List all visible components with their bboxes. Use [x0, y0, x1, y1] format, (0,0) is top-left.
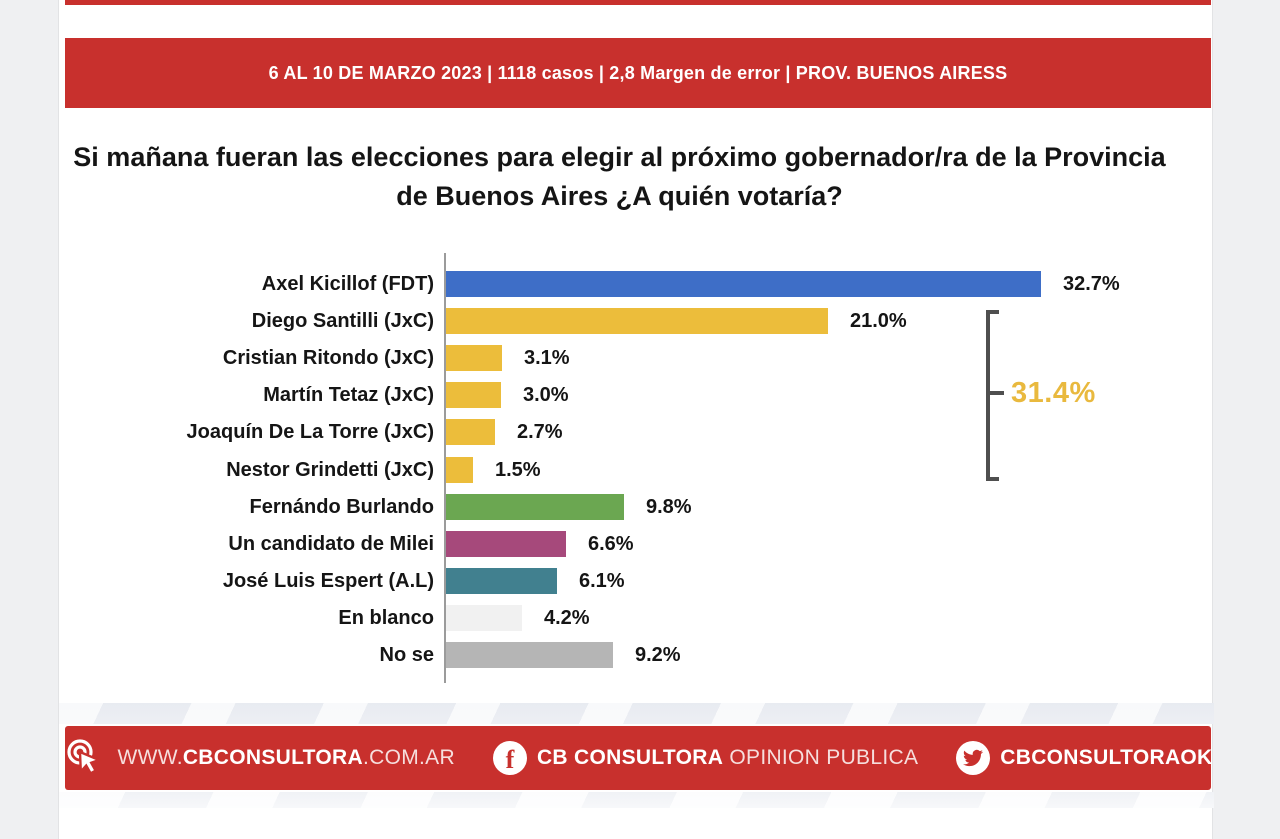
shadow-band-lower: [59, 792, 1214, 808]
chart-row: Un candidato de Milei 6.6%: [59, 531, 1214, 557]
category-label: Fernándo Burlando: [249, 496, 434, 518]
facebook-name-light: OPINION PUBLICA: [729, 746, 919, 769]
chart-axis-line: [444, 253, 446, 683]
value-label: 3.1%: [524, 347, 570, 369]
bar: [446, 568, 557, 594]
bar: [446, 494, 624, 520]
value-label: 2.7%: [517, 421, 563, 443]
value-label: 32.7%: [1063, 273, 1120, 295]
bar: [446, 271, 1041, 297]
bar: [446, 382, 501, 408]
jxc-total-label: 31.4%: [1011, 377, 1096, 409]
value-label: 6.6%: [588, 533, 634, 555]
facebook-name-bold: CB CONSULTORA: [536, 746, 724, 769]
value-label: 9.2%: [635, 644, 681, 666]
click-cursor-icon: [67, 739, 103, 776]
jxc-group-bracket-nub: [986, 391, 1004, 395]
chart-row: Nestor Grindetti (JxC) 1.5%: [59, 457, 1214, 483]
value-label: 1.5%: [495, 459, 541, 481]
website-suffix: COM.AR: [369, 746, 455, 769]
jxc-group-bracket: [986, 310, 999, 481]
category-label: Cristian Ritondo (JxC): [222, 347, 434, 369]
value-label: 3.0%: [523, 384, 569, 406]
chart-row: Axel Kicillof (FDT) 32.7%: [59, 271, 1214, 297]
facebook-name: CB CONSULTORA OPINION PUBLICA: [537, 746, 918, 770]
survey-meta-text: 6 AL 10 DE MARZO 2023 | 1118 casos | 2,8…: [268, 62, 1008, 83]
shadow-band-upper: [59, 703, 1214, 724]
twitter-handle: CBCONSULTORAOK: [1000, 746, 1213, 769]
value-label: 21.0%: [850, 310, 907, 332]
bar: [446, 345, 502, 371]
bar: [446, 419, 495, 445]
poll-question-title: Si mañana fueran las elecciones para ele…: [59, 138, 1214, 216]
website-brand: CBCONSULTORA: [182, 746, 363, 769]
value-label: 6.1%: [579, 570, 625, 592]
poll-card: 6 AL 10 DE MARZO 2023 | 1118 casos | 2,8…: [58, 0, 1214, 839]
category-label: Axel Kicillof (FDT): [261, 273, 434, 295]
category-label: No se: [379, 644, 434, 666]
twitter-link[interactable]: CBCONSULTORAOK: [956, 741, 1212, 775]
survey-meta-banner: 6 AL 10 DE MARZO 2023 | 1118 casos | 2,8…: [65, 38, 1211, 108]
chart-row: No se 9.2%: [59, 642, 1214, 668]
chart-row: Diego Santilli (JxC) 21.0%: [59, 308, 1214, 334]
value-label: 9.8%: [646, 496, 692, 518]
twitter-icon: [956, 741, 991, 775]
chart-row: Martín Tetaz (JxC) 3.0%: [59, 382, 1214, 408]
chart-row: Joaquín De La Torre (JxC) 2.7%: [59, 419, 1214, 445]
footer-bar: WWW.CBCONSULTORA.COM.AR f CB CONSULTORA …: [63, 726, 1212, 790]
category-label: Un candidato de Milei: [228, 533, 434, 555]
category-label: Joaquín De La Torre (JxC): [186, 421, 434, 443]
bar: [446, 642, 613, 668]
chart-row: En blanco 4.2%: [59, 605, 1214, 631]
website-prefix: WWW.: [117, 746, 183, 769]
category-label: Diego Santilli (JxC): [251, 310, 434, 332]
category-label: José Luis Espert (A.L): [222, 570, 434, 592]
bar: [446, 308, 828, 334]
title-line-1: Si mañana fueran las elecciones para ele…: [73, 142, 1166, 172]
title-line-2: de Buenos Aires ¿A quién votaría?: [396, 181, 843, 211]
category-label: Martín Tetaz (JxC): [263, 384, 434, 406]
facebook-link[interactable]: f CB CONSULTORA OPINION PUBLICA: [492, 741, 918, 775]
chart-row: Cristian Ritondo (JxC) 3.1%: [59, 345, 1214, 371]
bar: [446, 457, 473, 483]
value-label: 4.2%: [544, 607, 590, 629]
facebook-icon: f: [492, 741, 527, 775]
website-link[interactable]: WWW.CBCONSULTORA.COM.AR: [63, 736, 455, 780]
category-label: En blanco: [338, 607, 434, 629]
top-red-sliver: [65, 0, 1211, 5]
chart-row: José Luis Espert (A.L) 6.1%: [59, 568, 1214, 594]
bar: [446, 531, 566, 557]
website-url: WWW.CBCONSULTORA.COM.AR: [117, 746, 455, 769]
category-label: Nestor Grindetti (JxC): [226, 459, 434, 481]
bar: [446, 605, 522, 631]
chart-row: Fernándo Burlando 9.8%: [59, 494, 1214, 520]
